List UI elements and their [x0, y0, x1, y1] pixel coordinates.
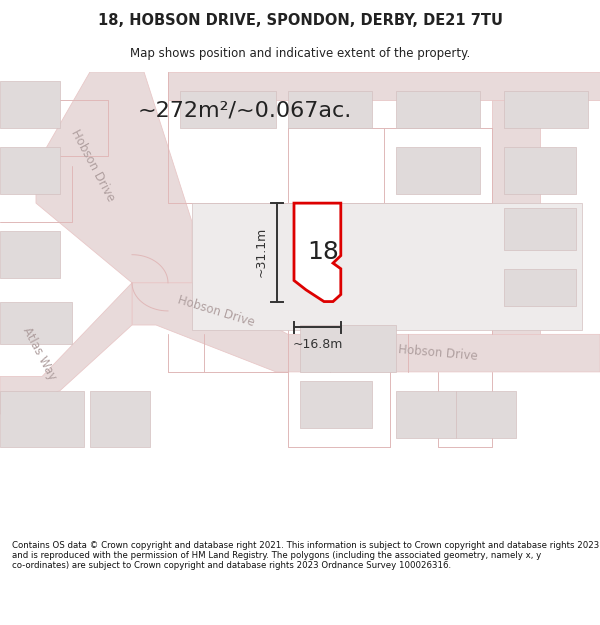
- Text: ~272m²/~0.067ac.: ~272m²/~0.067ac.: [138, 100, 352, 120]
- Text: 18: 18: [307, 241, 340, 264]
- Text: Map shows position and indicative extent of the property.: Map shows position and indicative extent…: [130, 48, 470, 61]
- Bar: [300, 325, 396, 372]
- Text: Contains OS data © Crown copyright and database right 2021. This information is : Contains OS data © Crown copyright and d…: [12, 541, 599, 571]
- Text: Hobson Drive: Hobson Drive: [68, 127, 118, 204]
- Text: Atlas Way: Atlas Way: [20, 324, 58, 382]
- Text: Hobson Drive: Hobson Drive: [176, 293, 256, 329]
- Text: 18, HOBSON DRIVE, SPONDON, DERBY, DE21 7TU: 18, HOBSON DRIVE, SPONDON, DERBY, DE21 7…: [97, 12, 503, 28]
- Bar: [192, 203, 582, 330]
- Text: ~31.1m: ~31.1m: [254, 228, 268, 278]
- Text: Hobson Drive: Hobson Drive: [398, 343, 478, 363]
- Text: ~16.8m: ~16.8m: [292, 338, 343, 351]
- Polygon shape: [294, 203, 341, 301]
